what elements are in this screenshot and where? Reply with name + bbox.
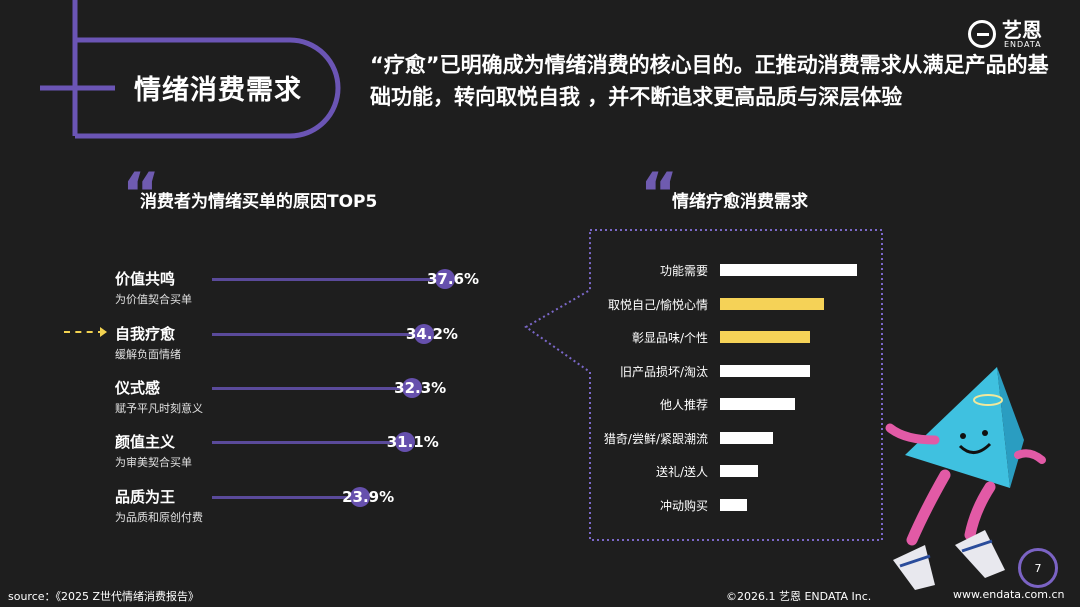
reason-bar-dot [413, 324, 434, 344]
need-label: 功能需要 [659, 264, 708, 278]
need-label: 他人推荐 [659, 398, 708, 412]
reason-item: 品质为王为品质和原创付费 [115, 486, 203, 525]
need-label: 猎奇/尝鲜/紧跟潮流 [603, 431, 708, 446]
need-bar [720, 331, 811, 343]
need-bar [720, 297, 825, 310]
reason-bar [212, 441, 405, 444]
need-bar [720, 264, 857, 276]
quote-icon: “ [640, 160, 679, 228]
headline: “疗愈”已明确成为情绪消费的核心目的。正推动消费需求从满足产品的基础功能，转向取… [370, 53, 1049, 109]
needs-box-outline [524, 229, 883, 541]
copyright: ©2026.1 艺恩 ENDATA Inc. [726, 590, 872, 603]
reason-bar [212, 387, 413, 390]
reason-value-label: 34.2% [405, 325, 458, 343]
title-pill-outline [75, 37, 341, 139]
reason-bar-dot [435, 269, 455, 289]
reason-subtitle: 为审美契合买单 [115, 456, 192, 469]
need-label: 冲动购买 [659, 498, 708, 513]
reason-subtitle: 为品质和原创付费 [115, 511, 203, 524]
need-bar [720, 398, 796, 410]
reason-name: 仪式感 [115, 379, 161, 397]
reason-name: 品质为王 [115, 488, 176, 506]
need-label: 送礼/送人 [655, 465, 708, 479]
logo-text: 艺恩 [1002, 18, 1042, 42]
reason-bar [212, 496, 361, 499]
need-label: 彰显品味/个性 [631, 331, 708, 345]
reason-item: 自我疗愈缓解负面情绪 [115, 323, 181, 362]
logo-subtext: ENDATA [1004, 40, 1042, 49]
reason-bar [212, 278, 445, 281]
reason-value-label: 31.1% [386, 433, 439, 451]
reason-value-label: 37.6% [427, 270, 480, 288]
reason-bar-dot [394, 432, 415, 452]
need-bar [720, 498, 748, 511]
reason-value-label: 23.9% [342, 488, 395, 506]
reason-value-label: 32.3% [394, 379, 447, 397]
reason-name: 价值共鸣 [115, 270, 176, 288]
page-number: 7 [1018, 548, 1058, 588]
reason-bar-dot [402, 378, 423, 398]
need-bar [720, 465, 759, 477]
reason-name: 自我疗愈 [115, 325, 176, 343]
reason-subtitle: 为价值契合买单 [115, 293, 192, 306]
reason-item: 仪式感赋予平凡时刻意义 [115, 377, 203, 416]
need-bar [720, 364, 811, 377]
need-label: 取悦自己/愉悦心情 [607, 297, 708, 312]
need-bar [720, 431, 774, 444]
section-title: 情绪消费需求 [134, 75, 302, 106]
reason-bar-dot [350, 487, 371, 507]
quote-icon: “ [122, 160, 161, 228]
reason-subtitle: 缓解负面情绪 [115, 348, 181, 361]
reasons-title: 消费者为情绪买单的原因TOP5 [140, 192, 378, 212]
highlight-arrow [64, 331, 104, 333]
reason-item: 价值共鸣为价值契合买单 [115, 268, 192, 307]
reason-item: 颜值主义为审美契合买单 [115, 431, 192, 470]
needs-title: 情绪疗愈消费需求 [672, 192, 808, 212]
website-link[interactable]: www.endata.com.cn [953, 588, 1065, 601]
reason-subtitle: 赋予平凡时刻意义 [115, 402, 203, 415]
reason-name: 颜值主义 [115, 433, 176, 451]
logo-icon [968, 20, 996, 48]
highlight-arrow-head [100, 327, 107, 337]
need-label: 旧产品损坏/淘汰 [619, 364, 708, 379]
reason-bar [212, 333, 424, 336]
source-note: source：《2025 Z世代情绪消费报告》 [8, 590, 200, 603]
mascot-illustration [885, 367, 1046, 590]
